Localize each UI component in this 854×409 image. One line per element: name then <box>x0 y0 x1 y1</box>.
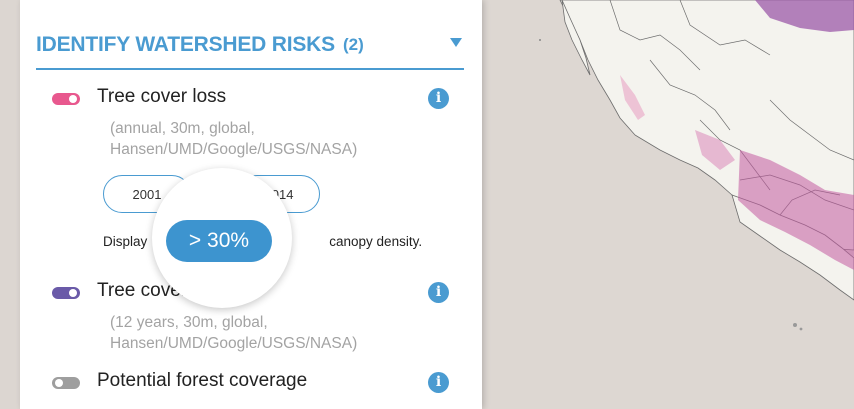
toggle-knob <box>55 379 63 387</box>
toggle-knob <box>69 289 77 297</box>
forest-cover-central <box>695 130 735 170</box>
border-line-1 <box>609 0 701 71</box>
forest-cover-north <box>755 0 854 32</box>
info-icon[interactable]: i <box>428 372 449 393</box>
layer-title: Potential forest coverage <box>97 370 308 391</box>
map-view[interactable] <box>470 0 854 409</box>
subtitle-line: Hansen/UMD/Google/USGS/NASA) <box>110 141 358 158</box>
layer-tree-cover-loss: Tree cover loss i (annual, 30m, global, … <box>52 86 462 166</box>
info-icon[interactable]: i <box>428 282 449 303</box>
section-count: (2) <box>342 35 364 54</box>
toggle-knob <box>69 95 77 103</box>
section-header[interactable]: IDENTIFY WATERSHED RISKS (2) <box>36 22 464 70</box>
layer-subtitle: (12 years, 30m, global, Hansen/UMD/Googl… <box>110 312 357 354</box>
toggle-tree-cover[interactable] <box>52 287 80 299</box>
layer-title: Tree cover loss <box>97 86 227 107</box>
canopy-description: Display canopy density. <box>103 234 422 249</box>
layer-subtitle: (annual, 30m, global, Hansen/UMD/Google/… <box>110 118 357 160</box>
caret-down-icon[interactable] <box>448 34 464 50</box>
island-dot <box>799 327 803 331</box>
display-suffix: canopy density. <box>329 234 423 249</box>
island-dot <box>539 39 541 41</box>
subtitle-line: (annual, 30m, global, <box>110 120 255 137</box>
canopy-density-button[interactable]: > 30% <box>166 220 272 262</box>
info-icon[interactable]: i <box>428 88 449 109</box>
map-canvas <box>539 0 854 331</box>
border-line-5 <box>769 99 854 161</box>
island-dot <box>793 323 797 327</box>
layer-potential-forest: Potential forest coverage i <box>52 370 462 400</box>
border-line-3 <box>679 0 771 56</box>
subtitle-line: (12 years, 30m, global, <box>110 314 268 331</box>
display-prefix: Display <box>103 234 148 249</box>
forest-cover-south <box>738 150 854 270</box>
baja-california <box>561 0 591 76</box>
section-title: IDENTIFY WATERSHED RISKS <box>36 33 335 56</box>
toggle-tree-cover-loss[interactable] <box>52 93 80 105</box>
toggle-potential-forest[interactable] <box>52 377 80 389</box>
forest-cover-coast <box>620 75 645 120</box>
subtitle-line: Hansen/UMD/Google/USGS/NASA) <box>110 335 358 352</box>
border-line-2 <box>649 59 731 131</box>
